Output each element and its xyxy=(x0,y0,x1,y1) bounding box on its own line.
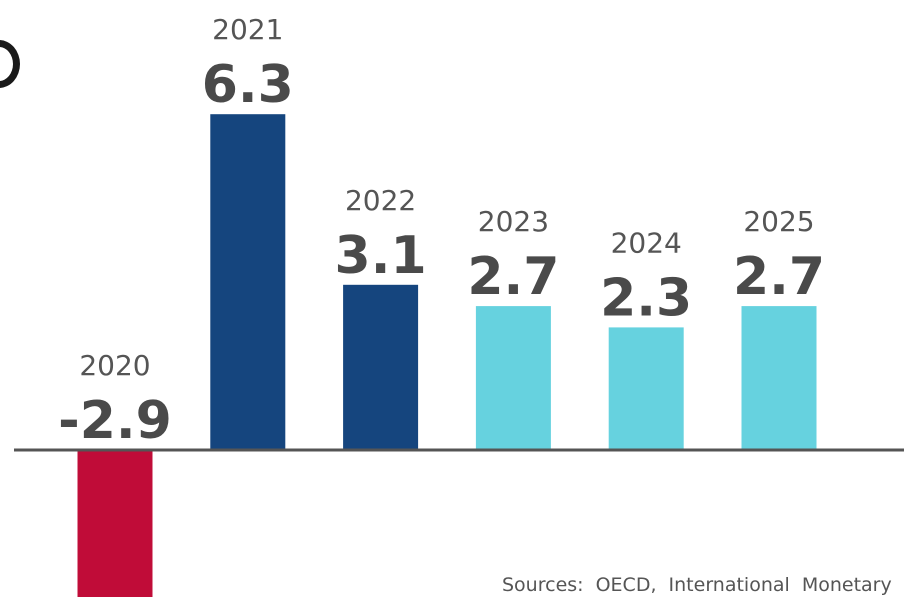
year-label-2025: 2025 xyxy=(743,205,814,238)
value-label-2020: -2.9 xyxy=(58,391,172,451)
year-label-2021: 2021 xyxy=(212,13,283,46)
year-label-2023: 2023 xyxy=(478,205,549,238)
bars-group xyxy=(77,114,817,597)
value-label-2022: 3.1 xyxy=(335,226,427,286)
bar-2023 xyxy=(475,306,551,450)
value-label-2021: 6.3 xyxy=(202,55,294,115)
labels-group: 2020 -2.9 2021 6.3 2022 3.1 2023 2.7 2024 2.3 2025… xyxy=(58,13,825,451)
value-label-2023: 2.7 xyxy=(467,247,559,307)
bar-2022 xyxy=(343,284,419,450)
bar-2024 xyxy=(608,327,684,450)
bar-2025 xyxy=(741,306,817,450)
value-label-2024: 2.3 xyxy=(600,268,692,328)
bar-2021 xyxy=(210,114,286,450)
source-note: Sources: OECD, International Monetary xyxy=(502,574,892,596)
value-label-2025: 2.7 xyxy=(733,247,825,307)
year-label-2024: 2024 xyxy=(611,226,682,259)
year-label-2022: 2022 xyxy=(345,184,416,217)
bar-2020 xyxy=(77,450,153,597)
year-label-2020: 2020 xyxy=(79,349,150,382)
